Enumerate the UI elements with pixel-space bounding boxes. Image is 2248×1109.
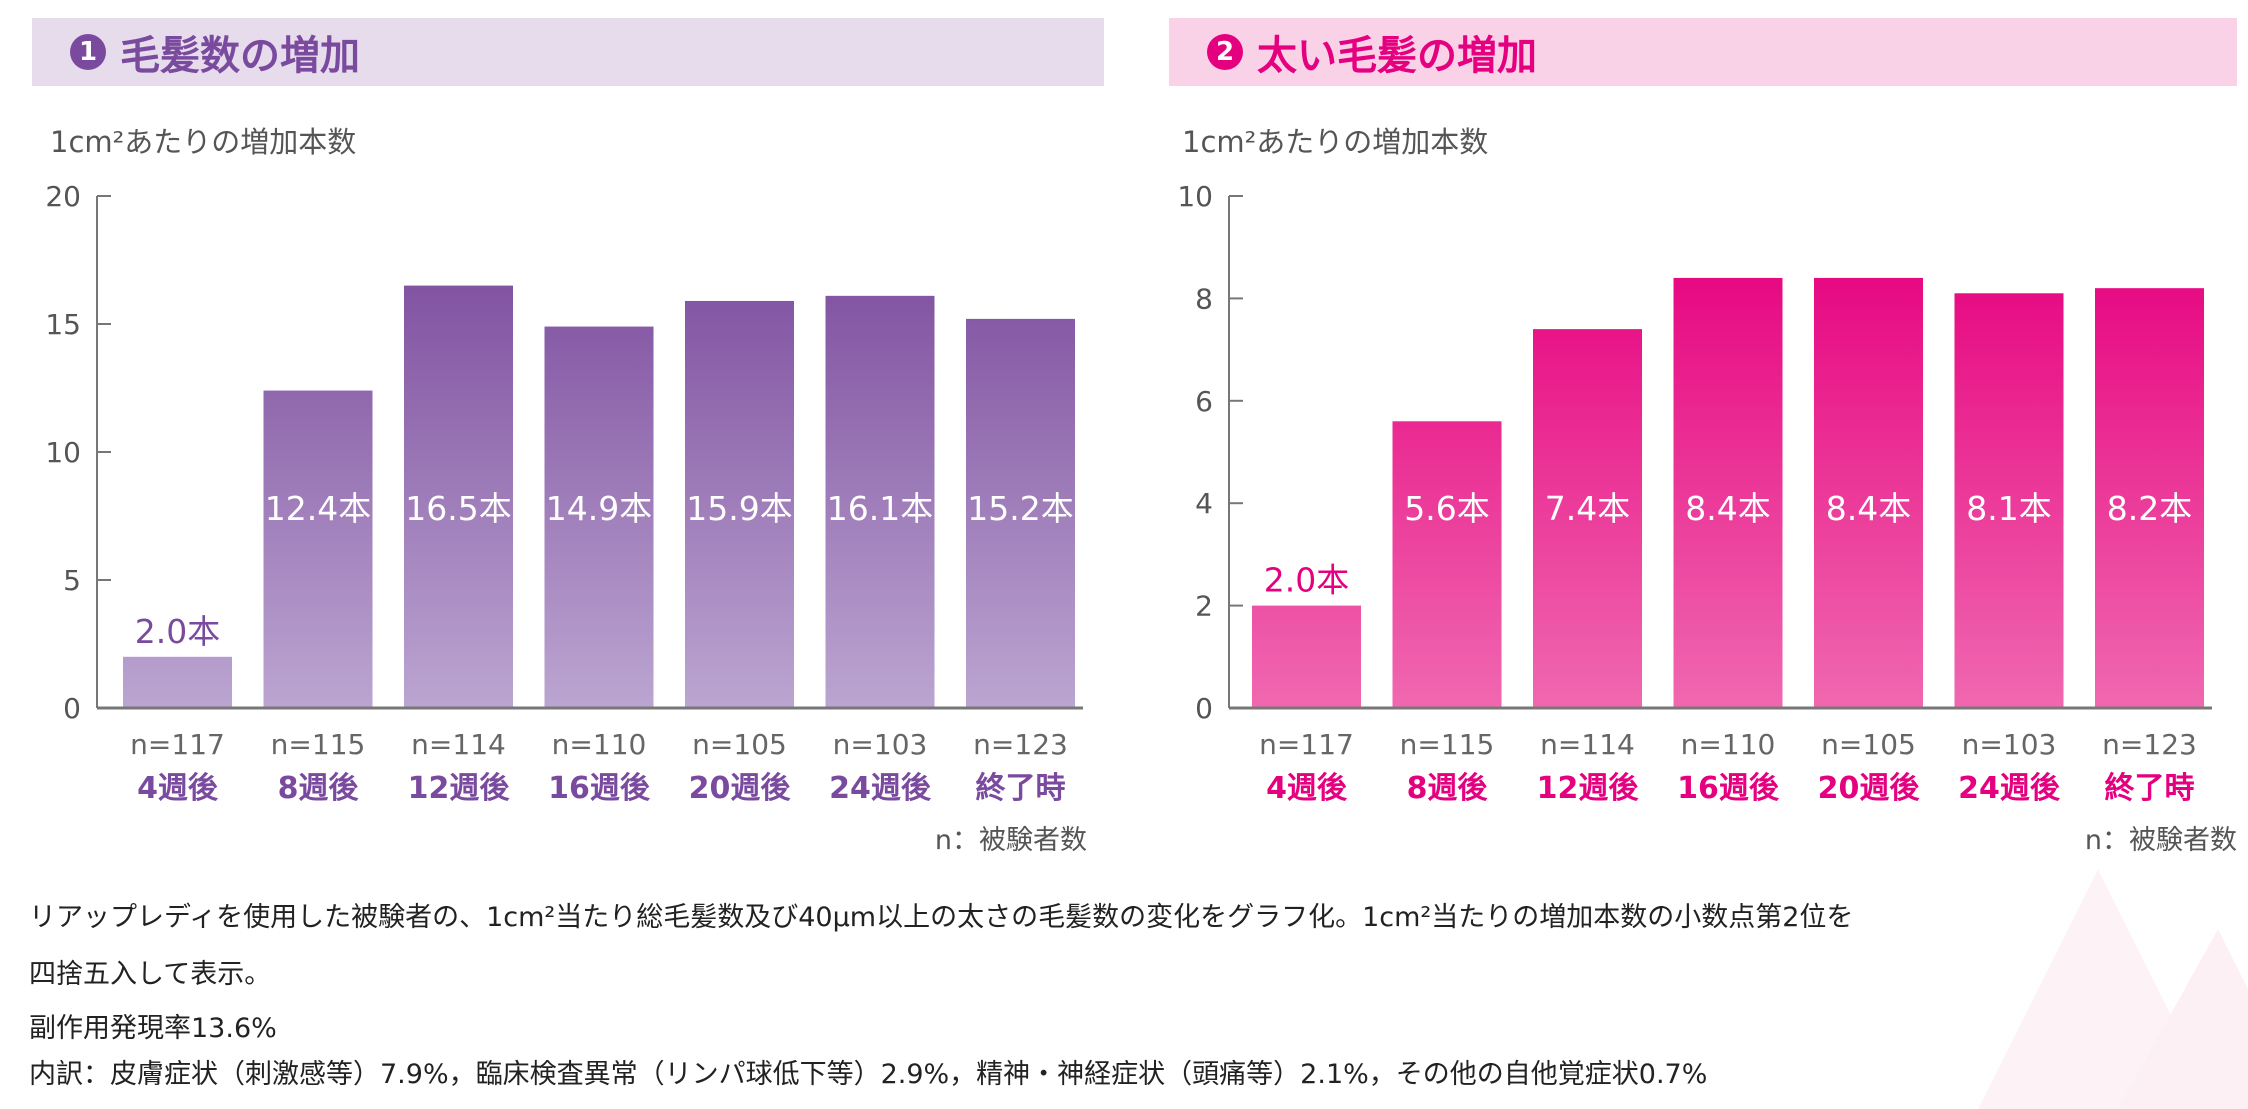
bar-4週後 bbox=[1252, 605, 1361, 708]
footer-line-3: 副作用発現率13.6% bbox=[29, 1013, 277, 1044]
n-label: n=123 bbox=[2102, 728, 2197, 761]
bar-24週後 bbox=[825, 295, 935, 708]
chart1-number-badge: 1 bbox=[70, 34, 106, 70]
data-label: 12.4本 bbox=[265, 489, 371, 528]
bar-24週後 bbox=[1954, 293, 2064, 708]
x-tick-label: 24週後 bbox=[1958, 771, 2061, 806]
y-tick-label: 6 bbox=[1195, 385, 1213, 418]
bar-12週後 bbox=[404, 285, 513, 708]
footer-line-1: リアップレディを使用した被験者の、1cm²当たり総毛髪数及び40μm以上の太さの… bbox=[29, 902, 1854, 933]
bar-終了時 bbox=[2095, 288, 2204, 708]
chart2-number-badge: 2 bbox=[1207, 34, 1243, 70]
y-tick-label: 5 bbox=[63, 564, 81, 597]
n-label: n=103 bbox=[1962, 728, 2057, 761]
n-label: n=103 bbox=[833, 728, 928, 761]
y-axis-label: 1cm²あたりの増加本数 bbox=[1182, 125, 1488, 159]
x-tick-label: 8週後 bbox=[278, 771, 360, 806]
x-tick-label: 24週後 bbox=[829, 771, 932, 806]
n-label: n=115 bbox=[271, 728, 366, 761]
bar-8週後 bbox=[263, 390, 373, 708]
bar-16週後 bbox=[1673, 277, 1783, 708]
data-label: 7.4本 bbox=[1545, 489, 1630, 528]
bar-12週後 bbox=[1533, 329, 1642, 708]
x-tick-label: 4週後 bbox=[137, 771, 219, 806]
data-label: 15.2本 bbox=[967, 489, 1073, 528]
x-tick-label: 12週後 bbox=[1537, 771, 1640, 806]
n-label: n=117 bbox=[130, 728, 225, 761]
background-watermark bbox=[1978, 869, 2248, 1109]
n-label: n=123 bbox=[973, 728, 1068, 761]
bar-16週後 bbox=[544, 326, 654, 708]
y-tick-label: 8 bbox=[1195, 282, 1213, 315]
data-label: 8.4本 bbox=[1826, 489, 1911, 528]
x-tick-label: 終了時 bbox=[2105, 771, 2195, 806]
data-label: 16.5本 bbox=[405, 489, 511, 528]
y-tick-label: 4 bbox=[1195, 487, 1213, 520]
bar-4週後 bbox=[123, 656, 232, 708]
bar-20週後 bbox=[685, 300, 794, 708]
data-label: 15.9本 bbox=[686, 489, 792, 528]
chart2-thick-hair-count: 1cm²あたりの増加本数 0 2 4 6 8 10 2.0本 n=117 4週後 5.6本 n=115… bbox=[1177, 125, 2212, 806]
data-label: 14.9本 bbox=[546, 489, 652, 528]
footer-line-4: 内訳：皮膚症状（刺激感等）7.9%，臨床検査異常（リンパ球低下等）2.9%，精神… bbox=[29, 1059, 1708, 1090]
y-axis-label: 1cm²あたりの増加本数 bbox=[50, 125, 356, 159]
data-label: 5.6本 bbox=[1404, 489, 1489, 528]
data-label: 8.2本 bbox=[2107, 489, 2192, 528]
x-tick-label: 20週後 bbox=[1818, 771, 1921, 806]
data-label: 8.1本 bbox=[1966, 489, 2051, 528]
bar-8週後 bbox=[1392, 421, 1502, 708]
y-tick-label: 10 bbox=[45, 436, 81, 469]
x-tick-label: 16週後 bbox=[1677, 771, 1780, 806]
n-label: n=114 bbox=[1540, 728, 1635, 761]
x-tick-label: 終了時 bbox=[976, 771, 1066, 806]
n-label: n=110 bbox=[552, 728, 647, 761]
chart1-header: 1 毛髪数の増加 bbox=[32, 18, 1104, 86]
x-tick-label: 16週後 bbox=[548, 771, 651, 806]
n-label: n=110 bbox=[1681, 728, 1776, 761]
n-label: n=105 bbox=[1821, 728, 1916, 761]
bar-終了時 bbox=[966, 318, 1075, 708]
chart2-n-note: n：被験者数 bbox=[2084, 825, 2237, 856]
n-label: n=105 bbox=[692, 728, 787, 761]
y-tick-label: 0 bbox=[1195, 692, 1213, 725]
data-label: 16.1本 bbox=[827, 489, 933, 528]
chart1-title: 毛髪数の増加 bbox=[120, 33, 360, 79]
n-label: n=114 bbox=[411, 728, 506, 761]
y-tick-label: 15 bbox=[45, 308, 81, 341]
data-label: 2.0本 bbox=[1264, 561, 1349, 600]
n-label: n=117 bbox=[1259, 728, 1354, 761]
x-tick-label: 20週後 bbox=[689, 771, 792, 806]
x-tick-label: 8週後 bbox=[1407, 771, 1489, 806]
chart2-title: 太い毛髪の増加 bbox=[1257, 33, 1537, 79]
x-tick-label: 4週後 bbox=[1266, 771, 1348, 806]
n-label: n=115 bbox=[1400, 728, 1495, 761]
y-tick-label: 2 bbox=[1195, 590, 1213, 623]
chart1-hair-count: 1cm²あたりの増加本数 0 5 10 15 20 2.0本 n=117 4週後 12.4本 n=1… bbox=[45, 125, 1083, 806]
bar-20週後 bbox=[1814, 277, 1923, 708]
y-tick-label: 20 bbox=[45, 180, 81, 213]
data-label: 8.4本 bbox=[1685, 489, 1770, 528]
y-tick-label: 0 bbox=[63, 692, 81, 725]
y-tick-label: 10 bbox=[1177, 180, 1213, 213]
x-tick-label: 12週後 bbox=[408, 771, 511, 806]
chart1-n-note: n：被験者数 bbox=[934, 825, 1087, 856]
data-label: 2.0本 bbox=[135, 612, 220, 651]
chart2-header: 2 太い毛髪の増加 bbox=[1169, 18, 2237, 86]
footer-line-2: 四捨五入して表示。 bbox=[29, 959, 272, 990]
